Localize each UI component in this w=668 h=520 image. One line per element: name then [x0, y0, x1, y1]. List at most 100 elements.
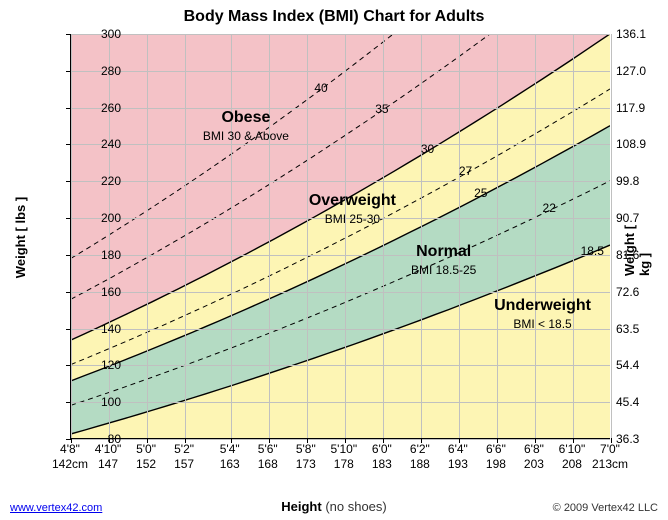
gridline-vertical — [147, 34, 148, 438]
curve-value-label: 40 — [314, 81, 327, 95]
gridline-vertical — [383, 34, 384, 438]
gridline-vertical — [459, 34, 460, 438]
footer-copyright: © 2009 Vertex42 LLC — [553, 502, 658, 514]
region-subtitle: BMI 30 & Above — [203, 129, 289, 145]
y-tick-right: 45.4 — [616, 395, 656, 409]
gridline-vertical — [185, 34, 186, 438]
y-tick-right: 72.6 — [616, 285, 656, 299]
tick-mark — [66, 34, 71, 35]
gridline-horizontal — [71, 71, 610, 72]
y-tick-left: 220 — [81, 174, 121, 188]
y-tick-right: 54.4 — [616, 358, 656, 372]
tick-mark — [66, 402, 71, 403]
tick-mark — [66, 108, 71, 109]
gridline-horizontal — [71, 181, 610, 182]
gridline-vertical — [231, 34, 232, 438]
x-tick-cm: 173 — [286, 457, 326, 471]
curve-value-label: 25 — [474, 186, 487, 200]
gridline-horizontal — [71, 402, 610, 403]
y-tick-right: 136.1 — [616, 27, 656, 41]
x-tick-cm: 142cm — [50, 457, 90, 471]
x-axis-label-sub: (no shoes) — [322, 499, 387, 514]
region-label-normal: NormalBMI 18.5-25 — [411, 242, 476, 278]
tick-mark — [66, 181, 71, 182]
gridline-vertical — [497, 34, 498, 438]
gridline-vertical — [109, 34, 110, 438]
region-title: Underweight — [494, 296, 591, 317]
x-tick-cm: 198 — [476, 457, 516, 471]
x-tick-cm: 157 — [164, 457, 204, 471]
x-tick-feet: 6'2" — [400, 442, 440, 456]
y-tick-left: 100 — [81, 395, 121, 409]
region-subtitle: BMI 25-30 — [309, 211, 396, 227]
footer-link[interactable]: www.vertex42.com — [10, 502, 102, 514]
tick-mark — [66, 365, 71, 366]
y-tick-left: 260 — [81, 101, 121, 115]
gridline-vertical — [535, 34, 536, 438]
x-tick-feet: 7'0" — [590, 442, 630, 456]
curve-value-label: 35 — [375, 102, 388, 116]
y-tick-right: 127.0 — [616, 64, 656, 78]
y-tick-left: 240 — [81, 137, 121, 151]
gridline-vertical — [611, 34, 612, 438]
region-label-overweight: OverweightBMI 25-30 — [309, 191, 396, 227]
region-label-obese: ObeseBMI 30 & Above — [203, 108, 289, 144]
y-tick-left: 160 — [81, 285, 121, 299]
x-tick-feet: 5'4" — [210, 442, 250, 456]
x-axis-label-main: Height — [281, 499, 321, 514]
y-tick-left: 140 — [81, 322, 121, 336]
x-tick-feet: 6'10" — [552, 442, 592, 456]
chart-plot-area: ObeseBMI 30 & Above OverweightBMI 25-30 No… — [70, 34, 610, 439]
tick-mark — [66, 71, 71, 72]
gridline-horizontal — [71, 292, 610, 293]
gridline-vertical — [71, 34, 72, 438]
gridline-horizontal — [71, 108, 610, 109]
y-axis-left-label: Weight [ lbs ] — [13, 197, 28, 278]
x-tick-cm: 193 — [438, 457, 478, 471]
y-tick-right: 81.6 — [616, 248, 656, 262]
chart-title: Body Mass Index (BMI) Chart for Adults — [0, 8, 668, 26]
x-tick-feet: 5'2" — [164, 442, 204, 456]
tick-mark — [66, 329, 71, 330]
tick-mark — [66, 218, 71, 219]
region-subtitle: BMI 18.5-25 — [411, 263, 476, 279]
curve-value-label: 27 — [459, 164, 472, 178]
curve-value-label: 30 — [421, 142, 434, 156]
x-tick-feet: 5'10" — [324, 442, 364, 456]
x-tick-cm: 152 — [126, 457, 166, 471]
x-tick-cm: 163 — [210, 457, 250, 471]
tick-mark — [66, 292, 71, 293]
x-tick-feet: 5'6" — [248, 442, 288, 456]
x-tick-cm: 178 — [324, 457, 364, 471]
x-tick-cm: 183 — [362, 457, 402, 471]
x-tick-feet: 5'8" — [286, 442, 326, 456]
y-tick-left: 200 — [81, 211, 121, 225]
gridline-vertical — [269, 34, 270, 438]
tick-mark — [66, 255, 71, 256]
y-tick-left: 180 — [81, 248, 121, 262]
x-tick-cm: 188 — [400, 457, 440, 471]
curve-value-label: 18.5 — [581, 244, 604, 258]
x-tick-cm: 203 — [514, 457, 554, 471]
y-tick-right: 108.9 — [616, 137, 656, 151]
gridline-vertical — [307, 34, 308, 438]
gridline-horizontal — [71, 34, 610, 35]
gridline-vertical — [573, 34, 574, 438]
x-tick-feet: 4'10" — [88, 442, 128, 456]
region-title: Obese — [203, 108, 289, 129]
gridline-horizontal — [71, 255, 610, 256]
gridline-horizontal — [71, 144, 610, 145]
x-tick-feet: 4'8" — [50, 442, 90, 456]
curve-value-label: 22 — [543, 201, 556, 215]
x-tick-feet: 6'4" — [438, 442, 478, 456]
y-tick-right: 99.8 — [616, 174, 656, 188]
gridline-vertical — [421, 34, 422, 438]
y-tick-left: 120 — [81, 358, 121, 372]
x-tick-feet: 5'0" — [126, 442, 166, 456]
region-subtitle: BMI < 18.5 — [494, 316, 591, 332]
y-tick-right: 63.5 — [616, 322, 656, 336]
tick-mark — [66, 144, 71, 145]
y-tick-right: 90.7 — [616, 211, 656, 225]
x-tick-cm: 208 — [552, 457, 592, 471]
x-tick-cm: 168 — [248, 457, 288, 471]
